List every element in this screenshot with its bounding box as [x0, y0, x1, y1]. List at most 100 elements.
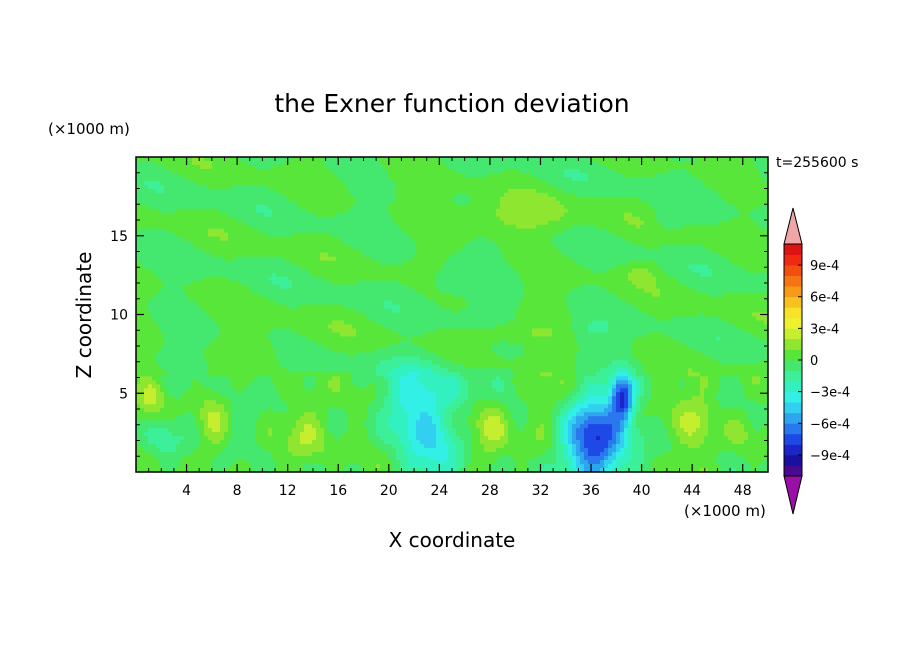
contour-cell: [384, 192, 389, 198]
contour-cell: [144, 416, 149, 421]
contour-cell: [228, 468, 233, 472]
contour-cell: [176, 157, 181, 162]
contour-cell: [376, 328, 381, 334]
contour-cell: [156, 232, 161, 238]
contour-cell: [348, 172, 353, 178]
contour-cell: [324, 276, 329, 282]
contour-cell: [216, 248, 221, 254]
contour-cell: [232, 316, 237, 322]
contour-cell: [304, 212, 309, 218]
contour-cell: [200, 452, 205, 457]
contour-cell: [368, 316, 373, 322]
contour-cell: [192, 157, 197, 162]
contour-cell: [280, 304, 285, 310]
contour-cell: [240, 344, 245, 349]
contour-cell: [292, 268, 297, 274]
contour-cell: [220, 256, 225, 262]
contour-cell: [332, 176, 337, 182]
contour-cell: [364, 220, 369, 226]
contour-cell: [252, 340, 257, 346]
contour-cell: [376, 340, 381, 346]
contour-cell: [288, 240, 293, 246]
contour-cell: [340, 204, 345, 210]
contour-cell: [148, 160, 153, 166]
contour-cell: [196, 432, 201, 437]
contour-cell: [232, 312, 237, 318]
contour-cell: [140, 308, 145, 314]
contour-cell: [160, 392, 165, 397]
contour-cell: [156, 288, 161, 294]
contour-cell: [272, 224, 277, 230]
contour-cell: [172, 292, 177, 298]
contour-cell: [240, 392, 245, 397]
contour-cell: [196, 268, 201, 274]
contour-cell: [180, 200, 185, 206]
contour-cell: [348, 264, 353, 270]
contour-cell: [300, 460, 305, 465]
contour-cell: [316, 224, 321, 230]
contour-cell: [224, 360, 229, 365]
contour-cell: [272, 212, 277, 218]
contour-cell: [288, 276, 293, 282]
contour-cell: [260, 332, 265, 338]
contour-cell: [260, 456, 265, 461]
contour-cell: [248, 428, 253, 433]
contour-cell: [136, 304, 141, 310]
contour-cell: [292, 292, 297, 298]
contour-cell: [164, 464, 169, 469]
contour-cell: [352, 356, 357, 361]
contour-cell: [168, 184, 173, 190]
contour-cell: [164, 372, 169, 377]
contour-cell: [372, 380, 377, 385]
contour-cell: [160, 404, 165, 409]
contour-cell: [268, 448, 273, 453]
contour-cell: [356, 268, 361, 274]
contour-cell: [192, 284, 197, 290]
contour-cell: [184, 356, 189, 361]
contour-cell: [240, 388, 245, 393]
contour-cell: [256, 368, 261, 373]
contour-cell: [300, 396, 305, 401]
contour-cell: [372, 468, 377, 472]
contour-cell: [308, 468, 313, 472]
contour-cell: [164, 332, 169, 338]
contour-cell: [336, 304, 341, 310]
contour-cell: [136, 284, 141, 290]
contour-cell: [184, 308, 189, 314]
contour-cell: [356, 260, 361, 266]
contour-cell: [168, 312, 173, 318]
contour-cell: [204, 352, 209, 357]
contour-cell: [212, 428, 217, 433]
contour-cell: [172, 432, 177, 437]
contour-cell: [268, 328, 273, 334]
contour-cell: [192, 216, 197, 222]
contour-cell: [336, 312, 341, 318]
contour-cell: [136, 196, 141, 202]
contour-cell: [336, 204, 341, 210]
contour-cell: [140, 380, 145, 385]
contour-cell: [320, 164, 325, 170]
contour-cell: [216, 376, 221, 381]
contour-cell: [368, 384, 373, 389]
contour-cell: [360, 268, 365, 274]
contour-cell: [380, 336, 385, 342]
contour-cell: [292, 400, 297, 405]
contour-cell: [316, 248, 321, 254]
contour-cell: [188, 300, 193, 306]
contour-cell: [384, 440, 389, 445]
contour-cell: [340, 224, 345, 230]
contour-cell: [244, 184, 249, 190]
contour-cell: [184, 300, 189, 306]
contour-cell: [212, 276, 217, 282]
contour-cell: [372, 240, 377, 246]
contour-cell: [236, 376, 241, 381]
contour-cell: [260, 320, 265, 326]
contour-cell: [152, 372, 157, 377]
contour-cell: [328, 456, 333, 461]
contour-cell: [276, 392, 281, 397]
contour-cell: [264, 316, 269, 322]
contour-cell: [344, 384, 349, 389]
contour-cell: [360, 172, 365, 178]
contour-cell: [240, 204, 245, 210]
contour-cell: [336, 320, 341, 326]
